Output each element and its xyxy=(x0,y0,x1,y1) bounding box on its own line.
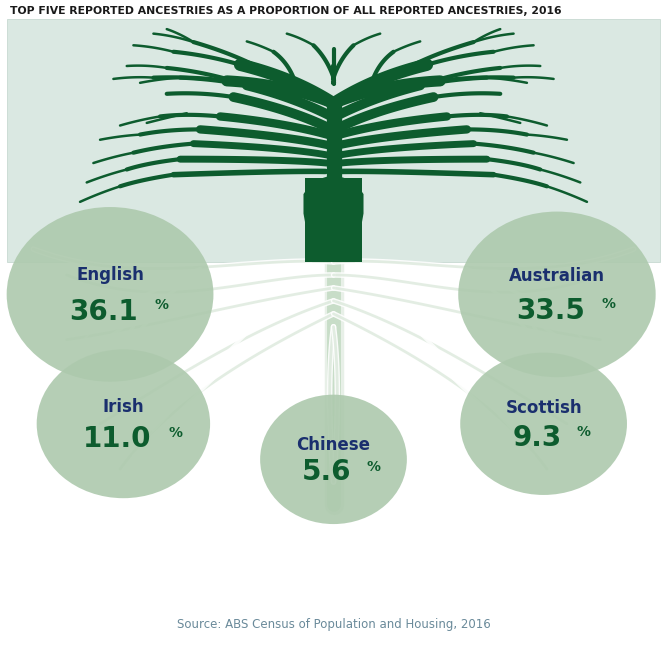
Text: Scottish: Scottish xyxy=(506,399,582,417)
Text: %: % xyxy=(366,460,380,474)
Polygon shape xyxy=(303,175,364,262)
Text: English: English xyxy=(76,266,144,284)
Text: 11.0: 11.0 xyxy=(83,424,151,453)
Text: %: % xyxy=(602,298,616,311)
Text: 5.6: 5.6 xyxy=(302,458,352,487)
Text: Irish: Irish xyxy=(103,399,144,417)
Text: Chinese: Chinese xyxy=(297,436,370,454)
Ellipse shape xyxy=(260,395,407,524)
Text: Australian: Australian xyxy=(509,267,605,285)
Ellipse shape xyxy=(37,349,210,498)
Ellipse shape xyxy=(458,212,656,377)
Ellipse shape xyxy=(460,353,627,495)
Text: 36.1: 36.1 xyxy=(69,298,137,326)
Text: %: % xyxy=(155,298,169,312)
FancyBboxPatch shape xyxy=(7,19,660,262)
Text: %: % xyxy=(576,425,590,439)
Text: TOP FIVE REPORTED ANCESTRIES AS A PROPORTION OF ALL REPORTED ANCESTRIES, 2016: TOP FIVE REPORTED ANCESTRIES AS A PROPOR… xyxy=(10,6,562,16)
Text: 9.3: 9.3 xyxy=(512,424,562,452)
Text: 33.5: 33.5 xyxy=(516,297,585,325)
Text: Source: ABS Census of Population and Housing, 2016: Source: ABS Census of Population and Hou… xyxy=(177,618,490,631)
Bar xyxy=(305,178,362,262)
Text: %: % xyxy=(168,426,182,440)
Ellipse shape xyxy=(7,207,213,382)
